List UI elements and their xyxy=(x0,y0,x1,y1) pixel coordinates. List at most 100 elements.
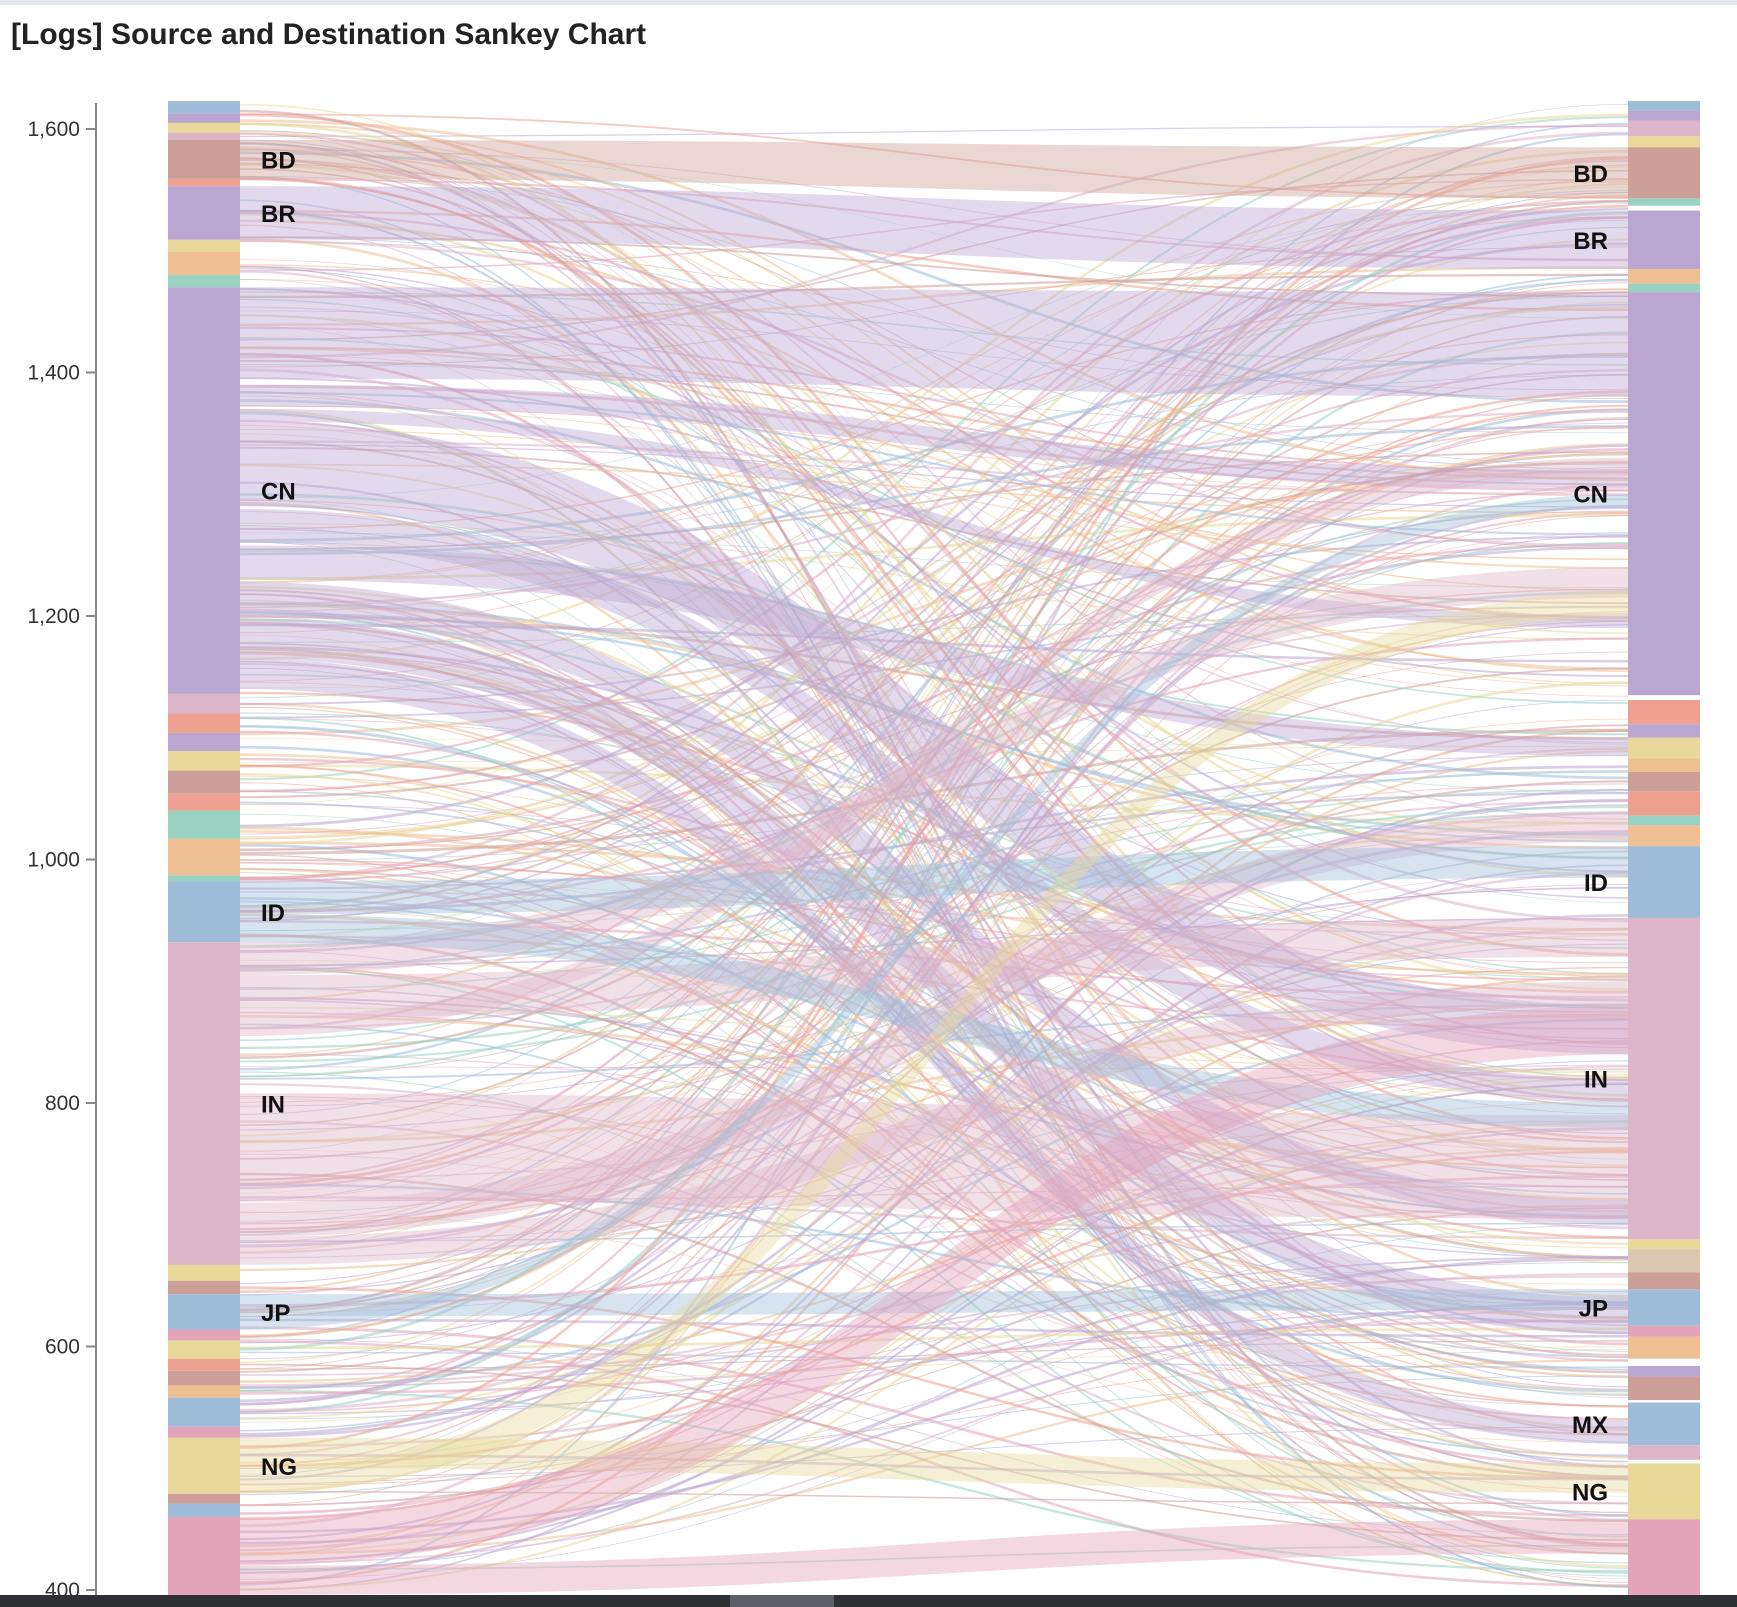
destination-node[interactable] xyxy=(1628,1376,1700,1401)
destination-node[interactable] xyxy=(1628,917,1700,1240)
flow-link[interactable] xyxy=(240,214,1628,270)
source-node[interactable] xyxy=(168,713,240,733)
source-node[interactable] xyxy=(168,875,240,882)
flow-link[interactable] xyxy=(240,494,1628,1330)
flow-link[interactable] xyxy=(240,917,1628,1018)
source-node[interactable] xyxy=(168,122,240,133)
source-node[interactable] xyxy=(168,100,240,114)
flow-link[interactable] xyxy=(240,1005,1628,1566)
flow-link[interactable] xyxy=(240,421,1628,1055)
source-node[interactable] xyxy=(168,275,240,288)
destination-node[interactable] xyxy=(1628,771,1700,792)
destination-node[interactable] xyxy=(1628,1239,1700,1250)
destination-node[interactable] xyxy=(1628,147,1700,199)
flow-link[interactable] xyxy=(240,1093,1628,1170)
background-flow-link xyxy=(239,331,1629,1414)
source-node[interactable] xyxy=(168,793,240,811)
destination-node[interactable] xyxy=(1628,1463,1700,1520)
source-node[interactable] xyxy=(168,1294,240,1330)
source-node[interactable] xyxy=(168,942,240,1265)
source-node[interactable] xyxy=(168,132,240,140)
destination-node[interactable] xyxy=(1628,210,1700,270)
destination-node[interactable] xyxy=(1628,1272,1700,1290)
destination-node[interactable] xyxy=(1628,136,1700,148)
destination-node[interactable] xyxy=(1628,815,1700,826)
source-node[interactable] xyxy=(168,1437,240,1494)
destination-node[interactable] xyxy=(1628,269,1700,284)
source-node[interactable] xyxy=(168,1340,240,1359)
destination-node[interactable] xyxy=(1628,1336,1700,1359)
source-node[interactable] xyxy=(168,881,240,943)
flow-link[interactable] xyxy=(240,1289,1628,1317)
source-node[interactable] xyxy=(168,1397,240,1427)
flow-link[interactable] xyxy=(240,457,1628,1037)
destination-node[interactable] xyxy=(1628,1365,1700,1377)
source-node[interactable] xyxy=(168,251,240,276)
source-node[interactable] xyxy=(168,139,240,179)
destination-node[interactable] xyxy=(1628,758,1700,772)
destination-node[interactable] xyxy=(1628,1325,1700,1337)
source-node[interactable] xyxy=(168,1264,240,1281)
source-node[interactable] xyxy=(168,810,240,839)
flow-link[interactable] xyxy=(240,581,1628,1225)
destination-node[interactable] xyxy=(1628,791,1700,816)
destination-node[interactable] xyxy=(1628,724,1700,738)
destination-node[interactable] xyxy=(1628,700,1700,725)
flow-link[interactable] xyxy=(240,618,1628,1335)
scrollbar-thumb[interactable] xyxy=(730,1595,834,1607)
flow-link[interactable] xyxy=(240,384,1628,489)
flow-link[interactable] xyxy=(240,139,1628,172)
flow-link[interactable] xyxy=(240,1151,1628,1219)
source-node[interactable] xyxy=(168,1358,240,1371)
source-node[interactable] xyxy=(168,1426,240,1438)
source-node[interactable] xyxy=(168,1370,240,1386)
source-node[interactable] xyxy=(168,770,240,794)
flow-link[interactable] xyxy=(240,914,1628,1128)
source-node[interactable] xyxy=(168,693,240,714)
destination-node[interactable] xyxy=(1628,1519,1700,1595)
destination-node[interactable] xyxy=(1628,283,1700,293)
flow-link[interactable] xyxy=(240,186,1628,245)
destination-node[interactable] xyxy=(1628,1289,1700,1326)
source-node[interactable] xyxy=(168,178,240,187)
destination-node[interactable] xyxy=(1628,292,1700,696)
flow-link[interactable] xyxy=(240,287,1628,324)
source-node[interactable] xyxy=(168,1493,240,1504)
source-node[interactable] xyxy=(168,1329,240,1341)
destination-node[interactable] xyxy=(1628,737,1700,759)
horizontal-scrollbar[interactable] xyxy=(0,1595,1737,1607)
destination-node[interactable] xyxy=(1628,1249,1700,1273)
flow-link[interactable] xyxy=(240,810,1628,1237)
source-node[interactable] xyxy=(168,838,240,876)
source-node[interactable] xyxy=(168,1385,240,1398)
source-node[interactable] xyxy=(168,1280,240,1295)
flow-link[interactable] xyxy=(240,567,1628,976)
flow-link[interactable] xyxy=(240,1519,1628,1595)
flow-link[interactable] xyxy=(240,159,1628,199)
flow-link[interactable] xyxy=(240,591,1628,1494)
flow-link[interactable] xyxy=(240,658,1628,1444)
destination-node[interactable] xyxy=(1628,198,1700,206)
flow-link[interactable] xyxy=(240,409,1628,629)
destination-node[interactable] xyxy=(1628,825,1700,847)
source-node[interactable] xyxy=(168,239,240,252)
flow-link[interactable] xyxy=(240,846,1628,915)
flow-link[interactable] xyxy=(240,508,1628,1103)
source-node[interactable] xyxy=(168,186,240,240)
source-node[interactable] xyxy=(168,1516,240,1595)
source-node[interactable] xyxy=(168,113,240,123)
flow-link[interactable] xyxy=(240,981,1628,1265)
source-node[interactable] xyxy=(168,1503,240,1517)
destination-node[interactable] xyxy=(1628,110,1700,121)
destination-node[interactable] xyxy=(1628,846,1700,918)
flow-link[interactable] xyxy=(240,545,1628,757)
source-node[interactable] xyxy=(168,751,240,771)
source-node[interactable] xyxy=(168,287,240,694)
flow-link[interactable] xyxy=(240,1437,1628,1493)
destination-node[interactable] xyxy=(1628,1402,1700,1446)
source-node[interactable] xyxy=(168,732,240,752)
destination-node[interactable] xyxy=(1628,100,1700,111)
flow-link[interactable] xyxy=(240,305,1628,397)
destination-node[interactable] xyxy=(1628,120,1700,137)
destination-node[interactable] xyxy=(1628,1445,1700,1460)
